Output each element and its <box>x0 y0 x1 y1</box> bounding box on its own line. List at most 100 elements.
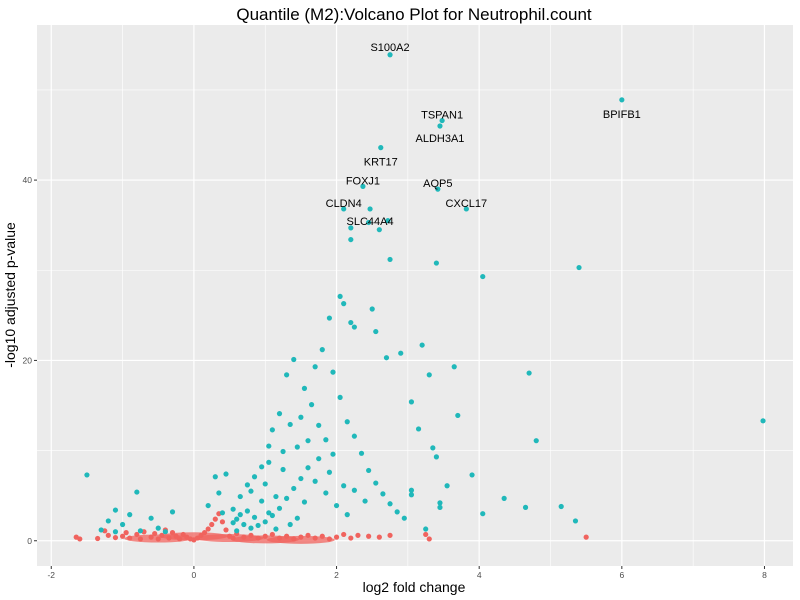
gene-point <box>216 490 222 496</box>
data-points <box>73 52 766 544</box>
gene-point <box>341 483 347 489</box>
x-axis-title: log2 fold change <box>363 579 466 595</box>
gene-point <box>433 260 439 266</box>
gene-point <box>533 438 539 444</box>
gene-point <box>583 534 589 540</box>
gene-point <box>376 534 382 540</box>
gene-point <box>241 521 247 528</box>
gene-label: AQP5 <box>423 178 452 190</box>
gene-point <box>287 421 293 428</box>
gene-point <box>326 315 333 321</box>
gene-point <box>330 451 336 457</box>
gene-point <box>223 527 229 533</box>
gene-point <box>333 534 340 540</box>
gene-point <box>280 466 286 473</box>
gene-point <box>205 502 211 509</box>
gene-point <box>244 508 250 514</box>
gene-point <box>262 481 268 487</box>
gene-point <box>284 495 290 501</box>
gene-point <box>380 491 386 497</box>
gene-point <box>376 227 382 233</box>
gene-point <box>373 328 379 335</box>
gene-label: ALDH3A1 <box>416 133 465 145</box>
gene-point <box>344 419 350 425</box>
gene-point <box>558 503 564 510</box>
x-tick-label: -2 <box>47 570 55 580</box>
grid-lines <box>37 25 793 566</box>
gene-point <box>112 534 119 541</box>
gene-point <box>305 465 311 471</box>
gene-point <box>326 469 333 475</box>
gene-point <box>437 504 443 510</box>
gene-point <box>501 495 507 501</box>
gene-point <box>287 521 293 528</box>
gene-point <box>444 483 450 489</box>
gene-point <box>291 356 297 363</box>
gene-point <box>251 474 258 480</box>
gene-point <box>367 206 373 212</box>
gene-point <box>387 256 393 263</box>
gene-point <box>112 529 119 535</box>
gene-point <box>387 532 393 538</box>
gene-point <box>169 509 176 515</box>
gene-point <box>430 445 436 451</box>
gene-point <box>269 427 275 433</box>
gene-point <box>433 454 439 460</box>
gene-point <box>255 522 261 529</box>
gene-point <box>760 418 766 424</box>
gene-point <box>230 506 236 512</box>
gene-point <box>455 412 461 419</box>
gene-point <box>219 519 226 525</box>
gene-point <box>348 319 354 326</box>
gene-point <box>383 355 390 361</box>
gene-point <box>276 411 283 417</box>
gene-point <box>463 206 469 212</box>
gene-point <box>387 501 393 507</box>
gene-point <box>209 521 215 528</box>
gene-point <box>323 437 329 443</box>
gene-point <box>341 301 347 307</box>
gene-point <box>223 471 229 477</box>
gene-point <box>437 500 443 506</box>
gene-label: KRT17 <box>364 157 398 169</box>
gene-point <box>437 123 443 129</box>
gene-point <box>298 414 304 420</box>
gene-point <box>319 347 325 353</box>
gene-point <box>273 526 279 532</box>
gene-point <box>301 499 308 505</box>
gene-point <box>469 472 475 478</box>
gene-point <box>312 478 318 484</box>
gene-point <box>305 438 311 444</box>
gene-point <box>619 97 625 103</box>
y-tick-label: 20 <box>23 355 33 365</box>
gene-point <box>162 529 168 535</box>
gene-point <box>366 219 372 226</box>
gene-point <box>105 518 111 524</box>
gene-point <box>259 464 265 470</box>
x-tick-label: 4 <box>477 570 482 580</box>
gene-point <box>387 52 393 58</box>
gene-point <box>576 264 582 271</box>
gene-point <box>330 369 336 375</box>
y-axis-title: -log10 adjusted p-value <box>2 222 18 368</box>
gene-point <box>451 364 457 370</box>
gene-point <box>526 370 532 376</box>
gene-label: CLDN4 <box>326 198 362 210</box>
gene-point <box>248 488 254 494</box>
gene-point <box>341 206 347 212</box>
gene-point <box>237 512 243 518</box>
gene-point <box>369 306 375 312</box>
gene-point <box>266 459 272 465</box>
gene-point <box>394 509 400 515</box>
gene-point <box>294 444 300 450</box>
gene-labels: S100A2 BPIFB1 TSPAN1 ALDH3A1 KRT17 FOXJ1 AQP5 C… <box>326 42 641 228</box>
gene-point <box>248 525 254 531</box>
gene-point <box>269 512 275 519</box>
gene-point <box>323 490 329 496</box>
gene-point <box>358 450 365 456</box>
gene-point <box>234 528 240 534</box>
gene-point <box>435 186 441 192</box>
gene-point <box>137 528 144 534</box>
gene-point <box>408 492 415 498</box>
